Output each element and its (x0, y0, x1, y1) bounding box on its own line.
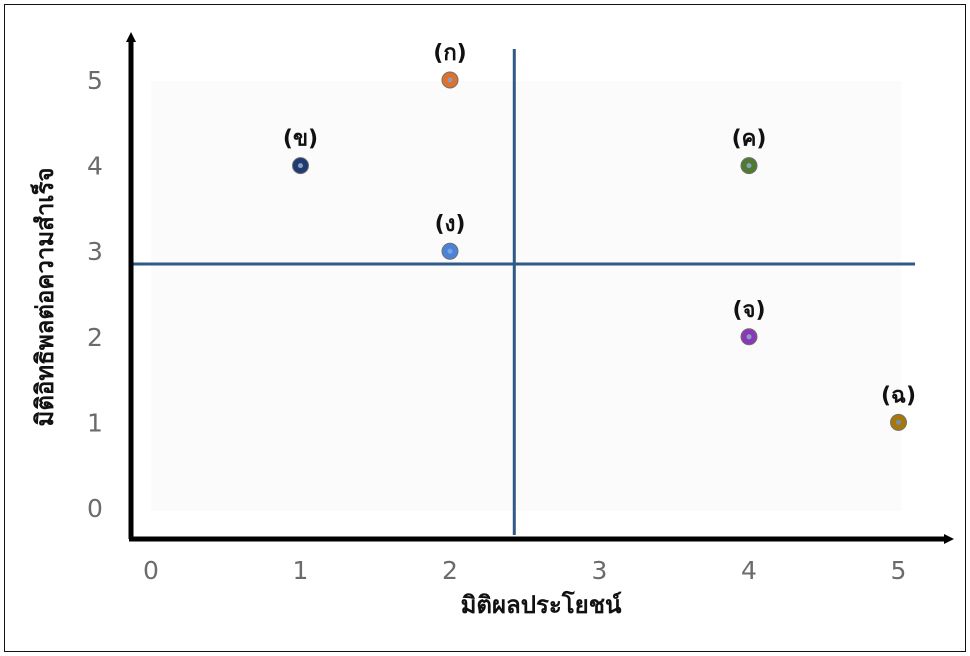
data-point-label: (ฉ) (881, 383, 916, 408)
data-point: (ง) (435, 212, 466, 260)
x-axis-title: มิติผลประโยชน์ (461, 590, 622, 619)
data-point-center (896, 419, 901, 425)
data-point-center (746, 163, 752, 169)
data-point-label: (ก) (433, 41, 466, 66)
data-point-label: (ข) (283, 127, 318, 152)
data-point: (ก) (433, 41, 467, 89)
data-point: (ค) (732, 127, 767, 175)
x-tick-label: 2 (442, 556, 458, 585)
data-point-center (447, 77, 453, 83)
y-tick-label: 2 (87, 323, 103, 352)
data-points: (ก) (ข) (ค) (ง) (จ) (ฉ) (283, 41, 916, 431)
data-point-label: (ค) (732, 127, 767, 152)
x-tick-labels: 0 1 2 3 4 5 (143, 556, 906, 585)
plot-area (151, 81, 901, 511)
x-tick-label: 5 (891, 556, 907, 585)
x-tick-label: 0 (143, 556, 159, 585)
data-point-label: (ง) (435, 212, 466, 237)
y-tick-labels: 0 1 2 3 4 5 (87, 66, 103, 523)
x-tick-label: 4 (741, 556, 757, 585)
y-tick-label: 5 (87, 66, 103, 95)
y-axis-title: มิติอิทธิพลต่อความสำเร็จ (30, 168, 59, 427)
y-tick-label: 4 (87, 152, 103, 181)
data-point-center (298, 163, 303, 169)
y-tick-label: 3 (87, 237, 103, 266)
data-point: (จ) (733, 298, 766, 346)
data-point: (ข) (283, 127, 318, 175)
reference-lines (131, 49, 915, 535)
y-tick-label: 1 (87, 408, 103, 437)
chart-frame: 0 1 2 3 4 5 0 1 2 3 4 5 (ก) (ข) (ค) (ง) (จ) (ฉ) มิติผลป… (4, 4, 966, 652)
scatter-chart: 0 1 2 3 4 5 0 1 2 3 4 5 (ก) (ข) (ค) (ง) (จ) (ฉ) มิติผลป… (30, 32, 954, 619)
data-point-center (746, 334, 752, 340)
data-point-label: (จ) (733, 298, 766, 323)
y-tick-label: 0 (87, 494, 103, 523)
axes (126, 32, 954, 544)
x-tick-label: 1 (293, 556, 309, 585)
data-point: (ฉ) (881, 383, 916, 431)
x-tick-label: 3 (592, 556, 608, 585)
data-point-center (447, 248, 453, 254)
